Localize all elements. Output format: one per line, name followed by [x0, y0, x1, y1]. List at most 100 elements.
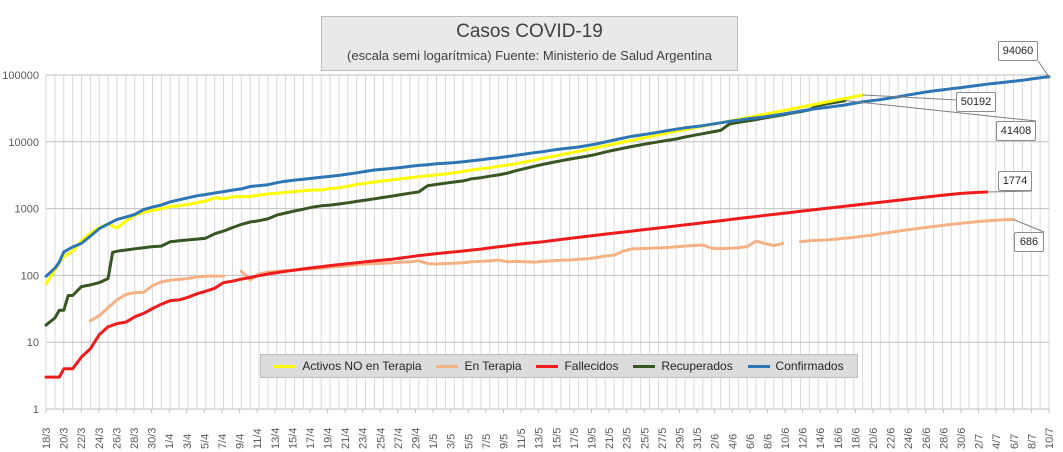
x-tick-label: 13/4: [270, 428, 282, 449]
x-tick-label: 22/6: [886, 428, 898, 449]
legend-swatch-terapia: [436, 364, 459, 368]
y-tick-label: 10000: [8, 137, 39, 149]
x-tick-label: 14/6: [815, 428, 827, 449]
series-line-confirmados: [44, 75, 1051, 278]
x-tick-label: 7/4: [217, 434, 229, 449]
legend-swatch-fallecidos: [536, 364, 559, 368]
x-tick-label: 23/4: [358, 428, 370, 449]
x-tick-label: 18/6: [850, 428, 862, 449]
legend-label-terapia: En Terapia: [464, 359, 522, 373]
x-tick-label: 5/5: [463, 434, 475, 449]
x-tick-label: 30/3: [147, 428, 159, 449]
legend-item-terapia: En Terapia: [436, 359, 522, 373]
x-tick-label: 20/3: [59, 428, 71, 449]
x-tick-label: 1/5: [428, 434, 440, 449]
x-tick-label: 30/6: [956, 428, 968, 449]
legend-label-activos: Activos NO en Terapia: [302, 359, 422, 373]
legend-item-recuperados: Recuperados: [633, 359, 733, 373]
legend-item-activos: Activos NO en Terapia: [274, 359, 422, 373]
x-tick-label: 8/6: [762, 434, 774, 449]
chart-legend: Activos NO en Terapia En Terapia Falleci…: [260, 354, 858, 378]
x-tick-label: 17/5: [569, 428, 581, 449]
x-tick-label: 1/4: [164, 434, 176, 449]
x-tick-label: 11/4: [252, 428, 264, 449]
legend-item-confirmados: Confirmados: [747, 359, 844, 373]
x-tick-label: 15/5: [551, 428, 563, 449]
x-tick-label: 10/7: [1044, 428, 1056, 449]
chart-title: Casos COVID-19: [456, 21, 603, 42]
x-tick-label: 2/7: [974, 434, 986, 449]
chart-title-box: Casos COVID-19 (escala semi logarítmica)…: [321, 16, 738, 71]
y-tick-label: 1: [33, 404, 39, 416]
x-tick-label: 5/4: [199, 434, 211, 449]
y-tick-label: 100000: [2, 70, 39, 82]
y-tick-label: 100: [21, 270, 39, 282]
series-line-en-terapia: [88, 218, 1015, 323]
legend-swatch-recuperados: [633, 364, 656, 368]
legend-swatch-confirmados: [747, 364, 770, 368]
x-tick-label: 8/7: [1026, 434, 1038, 449]
x-tick-label: 23/5: [622, 428, 634, 449]
x-tick-label: 17/4: [305, 428, 317, 449]
x-tick-label: 28/3: [129, 428, 141, 449]
x-tick-label: 3/4: [182, 434, 194, 449]
callout-recuperados: 41408: [996, 121, 1036, 141]
x-tick-label: 7/5: [481, 434, 493, 449]
y-tick-label: 10: [27, 337, 39, 349]
x-tick-label: 2/6: [710, 434, 722, 449]
callout-leader: [986, 190, 1033, 193]
x-tick-label: 21/4: [340, 428, 352, 449]
x-tick-label: 3/5: [446, 434, 458, 449]
grid-lines: [45, 74, 1050, 410]
x-tick-label: 26/6: [921, 428, 933, 449]
x-tick-label: 25/4: [375, 428, 387, 449]
x-tick-label: 29/4: [411, 428, 423, 449]
callout-fallecidos: 1774: [998, 171, 1032, 191]
x-tick-label: 11/5: [516, 428, 528, 449]
legend-label-fallecidos: Fallecidos: [564, 359, 619, 373]
callout-leader: [1013, 219, 1045, 233]
callout-activos: 50192: [956, 92, 996, 112]
y-axis-ticks: 1 10 100 1000 10000 100000: [2, 70, 39, 416]
x-tick-label: 21/5: [604, 428, 616, 449]
y-tick-label: 1000: [15, 204, 39, 216]
callout-leader: [844, 100, 1037, 122]
legend-item-fallecidos: Fallecidos: [536, 359, 618, 373]
x-tick-label: 12/6: [798, 428, 810, 449]
x-tick-label: 4/7: [991, 434, 1003, 449]
legend-swatch-activos: [274, 364, 297, 368]
x-tick-label: 10/6: [780, 428, 792, 449]
callout-terapia: 686: [1014, 232, 1044, 252]
x-tick-label: 6/7: [1009, 434, 1021, 449]
x-tick-label: 26/3: [111, 428, 123, 449]
x-tick-label: 15/4: [287, 428, 299, 449]
x-tick-label: 19/5: [586, 428, 598, 449]
legend-label-recuperados: Recuperados: [661, 359, 733, 373]
x-tick-label: 22/3: [76, 428, 88, 449]
x-tick-label: 19/4: [323, 428, 335, 449]
x-tick-label: 20/6: [868, 428, 880, 449]
legend-label-confirmados: Confirmados: [775, 359, 844, 373]
chart-subtitle: (escala semi logarítmica) Fuente: Minist…: [347, 48, 712, 63]
x-tick-label: 18/3: [41, 428, 53, 449]
callout-confirmados: 94060: [998, 41, 1038, 61]
x-tick-label: 9/5: [499, 434, 511, 449]
x-tick-label: 27/4: [393, 428, 405, 449]
callout-leader: [1037, 60, 1050, 78]
x-tick-label: 24/3: [94, 428, 106, 449]
x-tick-label: 31/5: [692, 428, 704, 449]
x-tick-label: 24/6: [903, 428, 915, 449]
x-tick-label: 4/6: [727, 434, 739, 449]
series-line-recuperados: [44, 99, 847, 327]
x-axis-ticks: 18/3 20/3 22/3 24/3 26/3 28/3 30/3 1/4 3/4 5/4 7/4…: [41, 409, 1056, 449]
series-line-fallecidos: [44, 190, 989, 379]
x-tick-label: 27/5: [657, 428, 669, 449]
x-tick-label: 28/6: [938, 428, 950, 449]
x-tick-label: 29/5: [674, 428, 686, 449]
x-tick-label: 13/5: [534, 428, 546, 449]
series-lines: [44, 75, 1051, 379]
callout-leaders: [844, 60, 1050, 233]
x-tick-label: 16/6: [833, 428, 845, 449]
